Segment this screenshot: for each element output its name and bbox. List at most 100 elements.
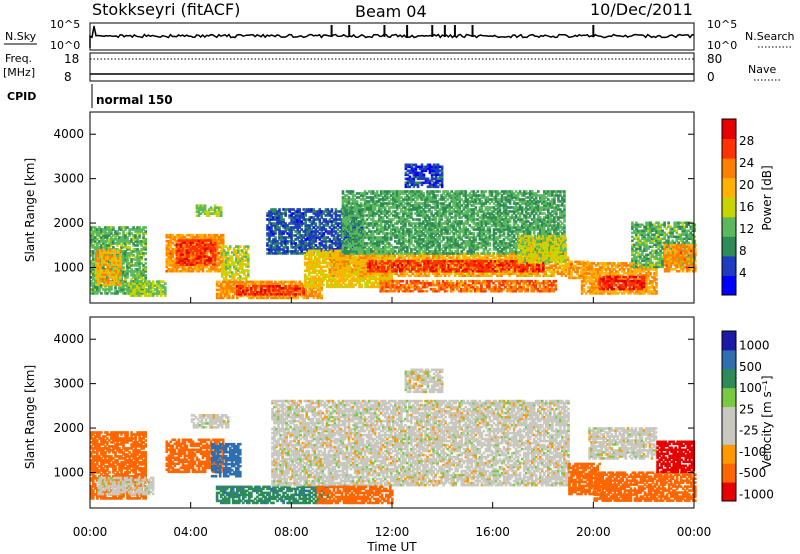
heatmap-cell (290, 280, 293, 284)
heatmap-cell (334, 283, 337, 287)
heatmap-cell (185, 259, 189, 262)
heatmap-cell (239, 271, 242, 274)
heatmap-cell (431, 256, 435, 259)
heatmap-cell (128, 256, 131, 259)
heatmap-cell (209, 247, 213, 250)
heatmap-cell (339, 252, 342, 255)
heatmap-cell (104, 286, 107, 289)
heatmap-cell (290, 282, 293, 286)
heatmap-cell (145, 284, 149, 287)
heatmap-cell (221, 241, 225, 245)
heatmap-cell (171, 253, 175, 257)
heatmap-cell (162, 290, 165, 293)
heatmap-cell (316, 263, 319, 267)
heatmap-cell (115, 261, 118, 264)
heatmap-cell (342, 277, 345, 281)
heatmap-cell (113, 249, 116, 252)
heatmap-cell (221, 296, 225, 300)
heatmap-cell (243, 277, 246, 280)
heatmap-cell (303, 283, 307, 287)
heatmap-cell (94, 248, 97, 251)
heatmap-cell (205, 247, 209, 250)
heatmap-cell (290, 232, 293, 235)
heatmap-cell (231, 280, 235, 284)
heatmap-cell (205, 263, 209, 266)
heatmap-cell (278, 218, 281, 221)
heatmap-cell (113, 281, 116, 284)
heatmap-cell (113, 273, 116, 276)
heatmap-cell (330, 281, 333, 285)
heatmap-cell (197, 267, 201, 271)
heatmap-cell (109, 259, 112, 262)
heatmap-cell (240, 293, 243, 296)
heatmap-cell (324, 246, 328, 249)
heatmap-cell (193, 255, 197, 258)
heatmap-cell (142, 226, 145, 229)
beam-title: Beam 04 (355, 2, 427, 21)
heatmap-cell (324, 261, 327, 265)
heatmap-cell (145, 294, 149, 297)
heatmap-cell (242, 280, 245, 284)
heatmap-cell (171, 263, 175, 267)
heatmap-cell (100, 244, 103, 247)
heatmap-cell (326, 214, 330, 217)
heatmap-cell (302, 294, 305, 298)
heatmap-cell (104, 226, 107, 229)
heatmap-cell (177, 261, 181, 264)
heatmap-cell (368, 281, 371, 285)
heatmap-cell (312, 277, 315, 281)
heatmap-cell (256, 284, 259, 288)
heatmap-cell (193, 265, 197, 269)
heatmap-cell (312, 290, 316, 294)
heatmap-cell (211, 233, 215, 237)
heatmap-cell (201, 269, 205, 273)
heatmap-cell (97, 267, 100, 270)
heatmap-cell (328, 218, 332, 221)
heatmap-cell (306, 296, 309, 300)
heatmap-cell (136, 256, 139, 259)
heatmap-cell (118, 240, 121, 243)
heatmap-cell (144, 262, 147, 265)
heatmap-cell (203, 245, 207, 248)
heatmap-cell (223, 280, 227, 284)
heatmap-cell (130, 262, 133, 265)
heatmap-cell (337, 260, 340, 263)
heatmap-cell (298, 208, 301, 211)
heatmap-cell (144, 274, 147, 277)
heatmap-cell (131, 290, 135, 293)
heatmap-cell (116, 234, 119, 237)
heatmap-cell (453, 252, 457, 255)
heatmap-cell (133, 288, 137, 291)
heatmap-cell (237, 263, 240, 266)
heatmap-cell (128, 262, 131, 265)
heatmap-cell (227, 288, 231, 292)
heatmap-cell (183, 257, 187, 260)
heatmap-cell (139, 286, 143, 289)
heatmap-cell (260, 285, 263, 288)
heatmap-cell (266, 212, 269, 215)
heatmap-cell (266, 242, 269, 245)
heatmap-cell (144, 252, 147, 255)
heatmap-cell (243, 255, 246, 258)
heatmap-cell (197, 214, 201, 217)
heatmap-cell (105, 271, 108, 274)
heatmap-cell (185, 255, 189, 258)
heatmap-cell (97, 275, 100, 278)
heatmap-cell (245, 263, 248, 266)
heatmap-cell (136, 250, 139, 253)
heatmap-cell (294, 226, 297, 229)
heatmap-cell (353, 270, 356, 273)
heatmap-cell (375, 272, 378, 275)
heatmap-cell (175, 253, 179, 256)
heatmap-cell (348, 281, 351, 285)
heatmap-cell (268, 226, 271, 229)
heatmap-cell (175, 239, 179, 243)
heatmap-cell (189, 249, 193, 252)
heatmap-cell (294, 244, 297, 247)
heatmap-cell (105, 281, 108, 284)
heatmap-cell (165, 235, 169, 239)
heatmap-cell (207, 239, 211, 242)
heatmap-cell (227, 296, 231, 300)
heatmap-cell (288, 285, 291, 288)
heatmap-cell (109, 273, 112, 276)
